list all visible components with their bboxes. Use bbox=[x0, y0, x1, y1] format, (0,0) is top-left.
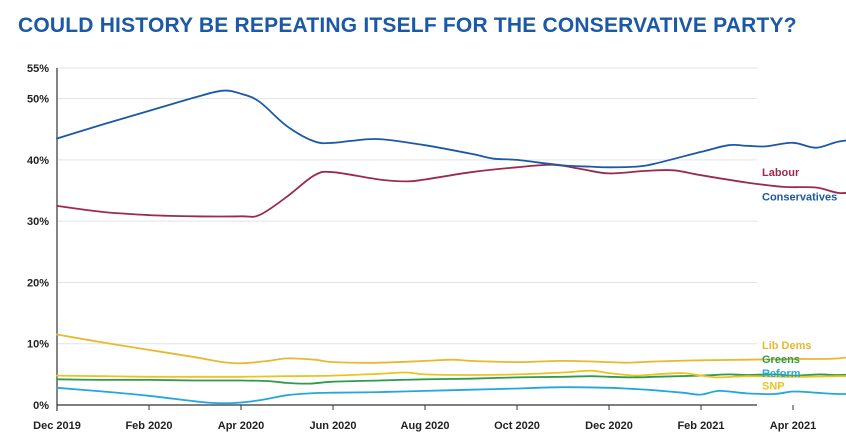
series-line-greens bbox=[56, 373, 846, 385]
y-tick-label: 10% bbox=[27, 339, 49, 351]
y-tick-label: 30% bbox=[27, 216, 49, 228]
y-tick-label: 20% bbox=[27, 277, 49, 289]
chart-title: COULD HISTORY BE REPEATING ITSELF FOR TH… bbox=[18, 14, 797, 37]
y-tick-label: 0% bbox=[33, 400, 49, 412]
legend-label-labour: Labour bbox=[762, 167, 800, 179]
tick-labels: 0% 10% 20% 30% 40% 50% 55% Dec 2019 Feb 2020 Apr … bbox=[27, 63, 816, 432]
series-line-labour bbox=[56, 163, 846, 218]
grid-lines bbox=[57, 67, 757, 345]
x-tick-label: Apr 2021 bbox=[770, 420, 816, 432]
x-tick-label: Aug 2020 bbox=[401, 420, 450, 432]
x-tick-label: Oct 2020 bbox=[494, 420, 540, 432]
x-tick-label: Dec 2020 bbox=[585, 420, 633, 432]
legend-label-greens: Greens bbox=[762, 354, 800, 366]
axes bbox=[56, 68, 794, 411]
x-tick-label: Feb 2021 bbox=[677, 420, 724, 432]
y-tick-label: 50% bbox=[27, 94, 49, 106]
series-line-snp bbox=[56, 369, 846, 379]
series-lines bbox=[56, 89, 846, 405]
x-tick-label: Feb 2020 bbox=[125, 420, 172, 432]
legend-label-reform: Reform bbox=[762, 368, 801, 380]
y-tick-label: 55% bbox=[27, 63, 49, 75]
x-tick-label: Apr 2020 bbox=[218, 420, 264, 432]
y-tick-label: 40% bbox=[27, 155, 49, 167]
series-line-conservatives bbox=[56, 89, 846, 169]
legend-label-lib-dems: Lib Dems bbox=[762, 340, 812, 352]
legend: Labour Conservatives Lib Dems Greens ReformS… bbox=[762, 167, 837, 392]
legend-label-snp: SNP bbox=[762, 380, 785, 392]
x-tick-label: Jun 2020 bbox=[309, 420, 356, 432]
series-line-lib-dems bbox=[56, 333, 846, 365]
legend-label-conservatives: Conservatives bbox=[762, 192, 837, 204]
series-line-reform bbox=[56, 386, 846, 405]
x-tick-label: Dec 2019 bbox=[33, 420, 81, 432]
